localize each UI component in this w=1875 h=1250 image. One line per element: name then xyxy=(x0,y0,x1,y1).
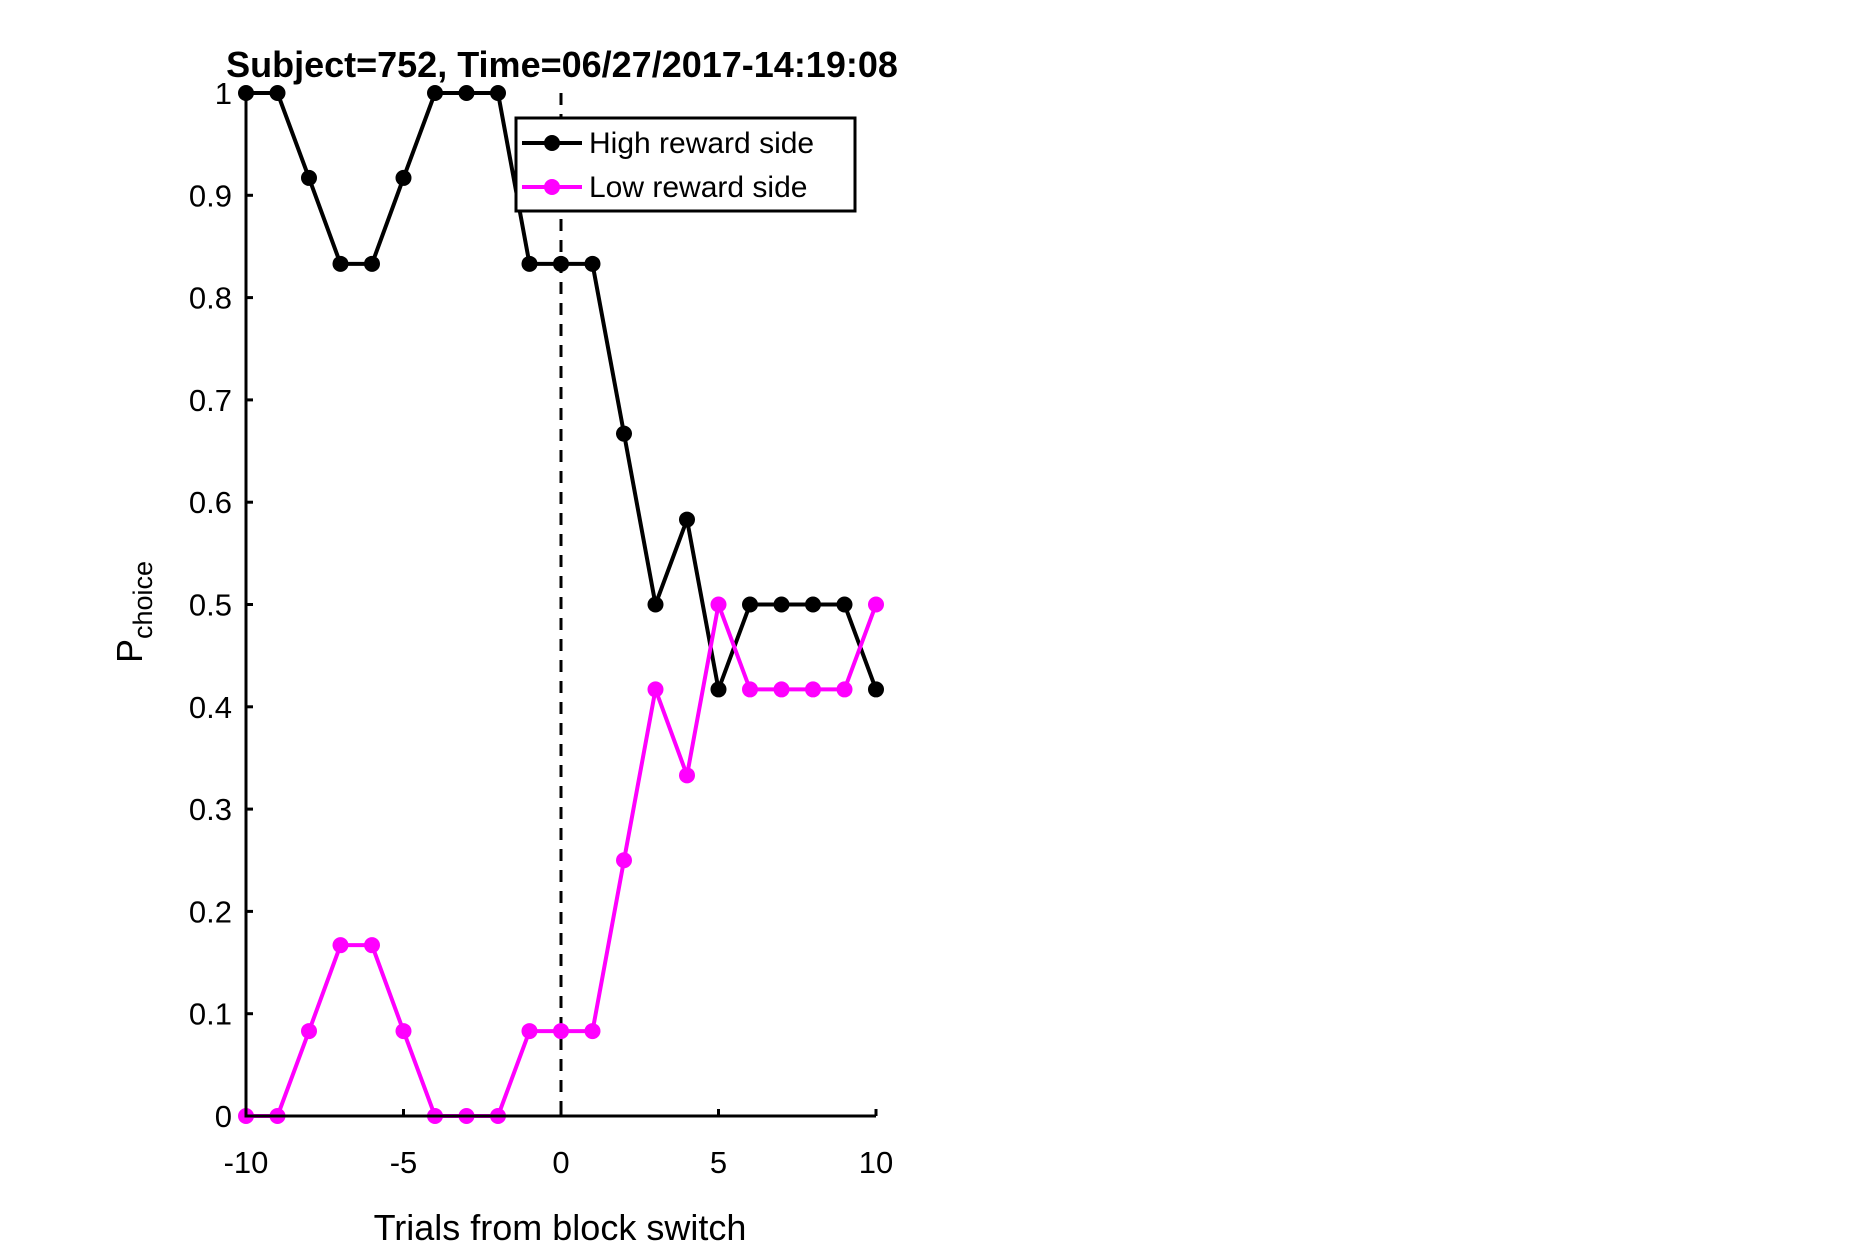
legend-label: High reward side xyxy=(589,127,814,160)
data-point xyxy=(364,255,380,272)
x-tick-label: -5 xyxy=(390,1145,418,1180)
axes-layer: 0 0.1 0.2 0.3 0.4 0.5 0.6 0.7 0.8 0.9 1 -10 -5 0 5 10 xyxy=(189,76,893,1180)
data-point xyxy=(805,681,821,698)
y-tick-label: 0 xyxy=(215,1099,232,1134)
data-point xyxy=(269,85,286,101)
data-point xyxy=(301,169,317,186)
data-point xyxy=(616,852,632,869)
y-tick-label: 0.2 xyxy=(189,894,232,929)
y-tick-label: 0.4 xyxy=(189,690,232,725)
x-axis-title: Trials from block switch xyxy=(374,1207,747,1248)
data-point xyxy=(553,255,569,272)
y-tick-label: 0.1 xyxy=(189,997,232,1032)
legend-box xyxy=(514,116,857,213)
y-axis-title: Pchoice xyxy=(109,561,158,663)
data-point xyxy=(836,681,853,698)
y-tick-label: 0.7 xyxy=(189,383,232,418)
data-point xyxy=(584,1023,601,1040)
data-point xyxy=(332,937,349,954)
data-point xyxy=(710,681,727,698)
legend-marker xyxy=(544,179,560,195)
data-point xyxy=(773,596,790,613)
y-axis-title-subscript: choice xyxy=(128,561,158,639)
x-tick-label: -10 xyxy=(224,1145,269,1180)
y-tick-label: 0.3 xyxy=(189,792,232,827)
data-point xyxy=(868,681,884,698)
data-point xyxy=(647,681,664,698)
data-point xyxy=(301,1023,317,1040)
legend-label: Low reward side xyxy=(589,171,807,204)
data-point xyxy=(364,937,380,954)
data-point xyxy=(584,255,601,272)
data-point xyxy=(332,255,349,272)
chart-title: Subject=752, Time=06/27/2017-14:19:08 xyxy=(226,44,898,85)
data-point xyxy=(742,681,758,698)
data-point xyxy=(679,767,695,784)
legend-marker xyxy=(544,135,560,151)
data-point xyxy=(553,1023,569,1040)
data-point xyxy=(521,255,538,272)
data-point xyxy=(868,596,884,613)
data-point xyxy=(805,596,821,613)
data-point xyxy=(458,85,475,101)
y-tick-label: 0.9 xyxy=(189,178,232,213)
y-tick-label: 0.6 xyxy=(189,485,232,520)
y-axis-title-main: P xyxy=(109,639,150,663)
x-tick-label: 0 xyxy=(552,1145,569,1180)
data-point xyxy=(773,681,790,698)
x-tick-label: 10 xyxy=(859,1145,893,1180)
data-point xyxy=(427,85,443,101)
x-tick-label: 5 xyxy=(710,1145,727,1180)
data-point xyxy=(616,425,632,442)
data-point xyxy=(395,1023,412,1040)
data-point xyxy=(710,596,727,613)
data-point xyxy=(647,596,664,613)
data-point xyxy=(679,511,695,528)
data-point xyxy=(836,596,853,613)
series-high-reward xyxy=(238,85,884,698)
data-point xyxy=(742,596,758,613)
data-point xyxy=(490,85,506,101)
y-tick-label: 0.8 xyxy=(189,281,232,316)
y-tick-label: 0.5 xyxy=(189,588,232,623)
y-tick-label: 1 xyxy=(215,76,232,111)
data-point xyxy=(521,1023,538,1040)
legend: High reward side Low reward side xyxy=(514,116,857,213)
data-point xyxy=(395,169,412,186)
svg-text:Pchoice: Pchoice xyxy=(109,561,158,663)
